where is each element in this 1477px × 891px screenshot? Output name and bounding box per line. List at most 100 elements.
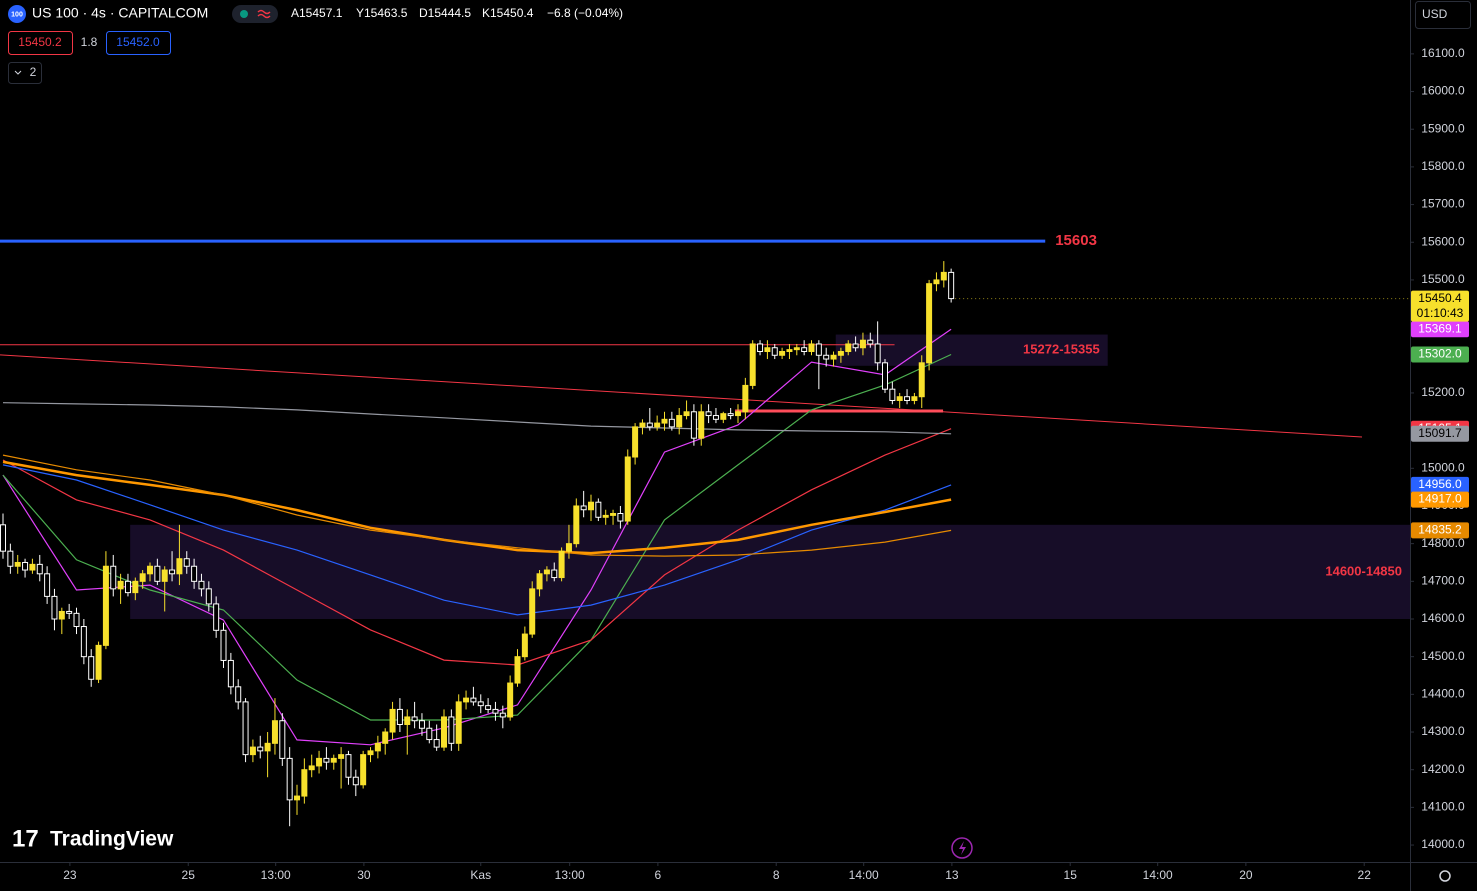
- candle-body: [213, 603, 220, 631]
- symbol-icon: [8, 5, 26, 23]
- candle-body: [683, 411, 690, 417]
- candle-body: [198, 580, 205, 590]
- price-badge: [1411, 476, 1469, 493]
- candle-body: [676, 415, 683, 428]
- last-price: 15450.4: [1418, 291, 1462, 305]
- candle-body: [786, 349, 793, 353]
- moving-average: [2, 464, 952, 616]
- candle-body: [441, 716, 448, 748]
- candle-body: [426, 727, 433, 741]
- moving-average: [2, 353, 952, 721]
- candle-body: [492, 708, 499, 714]
- candle-body: [0, 524, 7, 552]
- candle-body: [933, 279, 940, 285]
- candle-body: [815, 343, 822, 356]
- zone-label: 15272-15355: [1023, 342, 1100, 357]
- price-badge-label: 15369.1: [1418, 321, 1462, 335]
- currency: USD: [1422, 7, 1448, 21]
- x-tick-label: 6: [655, 868, 662, 882]
- y-tick-label: 15800.0: [1421, 159, 1465, 173]
- candle-body: [382, 731, 389, 744]
- candle-body: [264, 742, 271, 752]
- symbol-icon-text: 100: [11, 11, 23, 18]
- overlay: 100 US 100 · 4s · CAPITALCOM A15457.1 Y1…: [8, 1, 1471, 882]
- candle-body: [161, 569, 168, 582]
- candle-body: [124, 580, 131, 594]
- candle-body: [698, 411, 705, 439]
- currency-button[interactable]: [1415, 1, 1471, 29]
- ask-price: 15452.0: [116, 35, 160, 49]
- candle-body: [205, 588, 212, 605]
- x-tick-label: 14:00: [1143, 868, 1173, 882]
- moving-average: [2, 428, 952, 666]
- price-badge-label: 14917.0: [1418, 492, 1462, 506]
- candle-body: [837, 351, 844, 356]
- symbol-title[interactable]: US 100 · 4s · CAPITALCOM: [32, 5, 208, 21]
- indicators-toggle[interactable]: [8, 62, 42, 84]
- ohlc-close: K15450.4: [482, 6, 534, 20]
- settings-button[interactable]: [1439, 870, 1451, 882]
- ohlc-low: D15444.5: [419, 6, 471, 20]
- candle-body: [852, 343, 859, 349]
- y-tick-label: 16000.0: [1421, 84, 1465, 98]
- candle-body: [235, 686, 242, 703]
- candle-body: [536, 573, 543, 590]
- candle-body: [595, 501, 602, 518]
- x-tick-label: 14:00: [849, 868, 879, 882]
- candle-body: [102, 565, 109, 646]
- candle-body: [823, 354, 830, 360]
- candle-body: [257, 746, 264, 752]
- candle-body: [117, 580, 124, 590]
- y-tick-label: 14300.0: [1421, 724, 1465, 738]
- candle-body: [345, 754, 352, 778]
- candle-body: [867, 339, 874, 345]
- x-tick-label: 23: [63, 868, 77, 882]
- candle-body: [543, 569, 550, 575]
- candle-body: [66, 610, 73, 614]
- x-tick-label: 13:00: [555, 868, 585, 882]
- candle-body: [632, 426, 639, 458]
- candle-body: [51, 595, 58, 620]
- moving-average: [2, 454, 952, 557]
- lightning-button[interactable]: [951, 837, 973, 859]
- price-badge: [1411, 321, 1469, 338]
- bid-price: 15450.2: [18, 35, 62, 49]
- candle-body: [110, 565, 117, 590]
- candle-body: [147, 565, 154, 575]
- candle-body: [565, 543, 572, 552]
- candle-body: [654, 422, 661, 428]
- candle-body: [639, 422, 646, 428]
- candle-body: [940, 271, 947, 281]
- candle-body: [602, 514, 609, 518]
- price-badge: [1411, 522, 1469, 539]
- candle-body: [323, 757, 330, 763]
- status-pill[interactable]: [232, 5, 278, 23]
- candle-body: [735, 411, 742, 417]
- candle-body: [433, 739, 440, 748]
- candle-body: [14, 561, 21, 567]
- candle-body: [904, 396, 911, 401]
- candle-body: [411, 716, 418, 722]
- candle-body: [573, 505, 580, 545]
- ohlc-open: A15457.1: [291, 6, 343, 20]
- y-tick-label: 15700.0: [1421, 197, 1465, 211]
- candle-body: [646, 422, 653, 428]
- candle-body: [624, 456, 631, 522]
- zone: [130, 524, 1410, 619]
- sell-button[interactable]: [8, 31, 73, 55]
- level-label: 15603: [1055, 232, 1097, 249]
- candle-body: [948, 271, 955, 300]
- moving-average: [2, 402, 952, 435]
- buy-button[interactable]: [106, 31, 171, 55]
- countdown: 01:10:43: [1417, 306, 1464, 320]
- price-badge: [1411, 491, 1469, 508]
- candle-body: [610, 513, 617, 516]
- price-badge: [1411, 346, 1469, 363]
- candle-body: [220, 629, 227, 661]
- candle-body: [139, 573, 146, 582]
- candle-body: [507, 682, 514, 718]
- candle-body: [661, 418, 668, 424]
- y-tick-label: 14600.0: [1421, 611, 1465, 625]
